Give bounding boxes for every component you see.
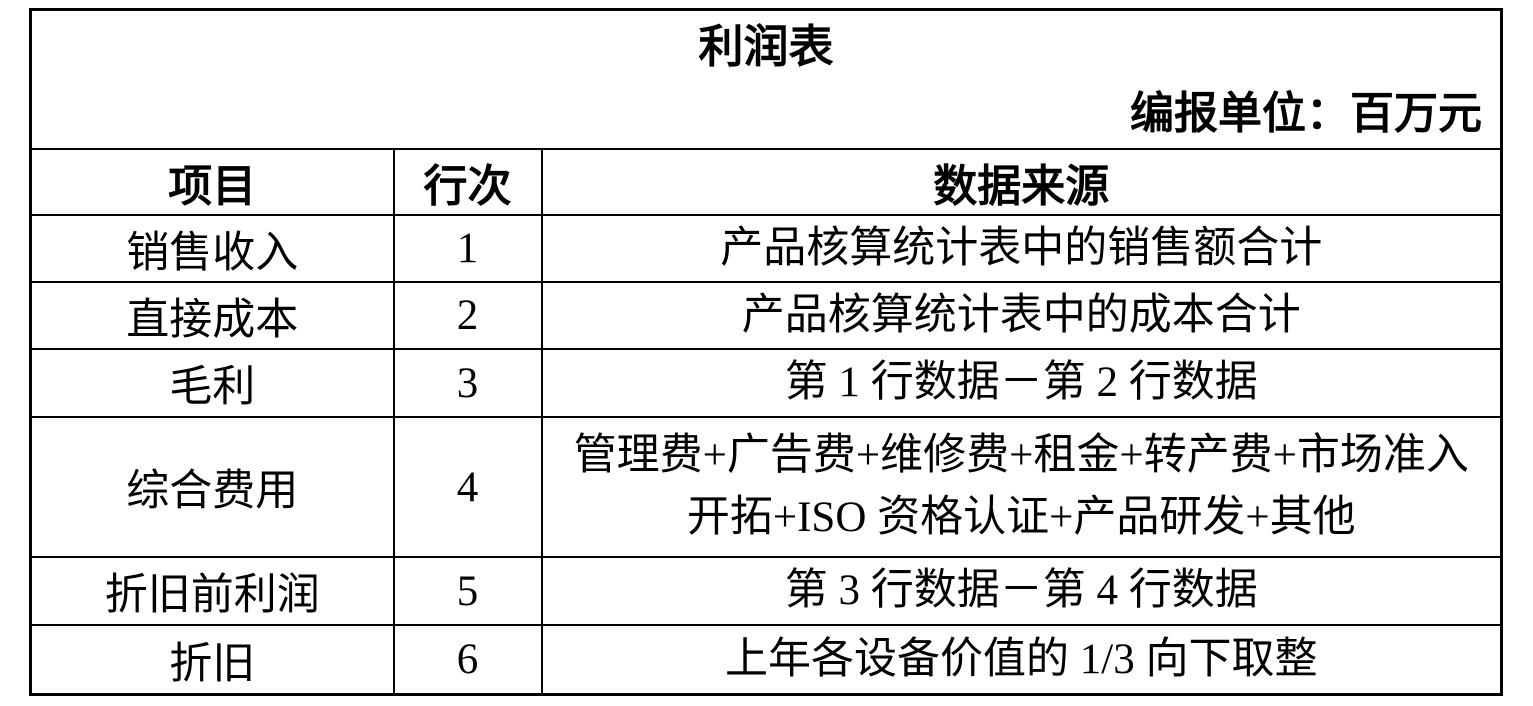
table-row: 综合费用 4 管理费+广告费+维修费+租金+转产费+市场准入 开拓+ISO 资格… [29,416,1503,558]
column-header-item: 项目 [29,148,395,216]
source-text: 第 1 行数据－第 2 行数据 [784,359,1258,406]
item-cell: 综合费用 [29,416,395,558]
source-cell: 第 1 行数据－第 2 行数据 [540,348,1503,418]
source-text: 产品核算统计表中的成本合计 [741,291,1301,339]
line-no-cell: 2 [392,281,543,350]
source-text: 上年各设备价值的 1/3 向下取整 [725,635,1318,683]
item-cell: 毛利 [29,348,395,418]
line-no-cell: 5 [392,556,543,626]
table-row: 销售收入 1 产品核算统计表中的销售额合计 [29,214,1503,283]
source-cell: 管理费+广告费+维修费+租金+转产费+市场准入 开拓+ISO 资格认证+产品研发… [540,416,1503,558]
column-header-line-no: 行次 [392,148,543,216]
source-cell: 上年各设备价值的 1/3 向下取整 [540,624,1503,696]
item-cell: 销售收入 [29,214,395,283]
table-row: 直接成本 2 产品核算统计表中的成本合计 [29,281,1503,350]
table-row: 毛利 3 第 1 行数据－第 2 行数据 [29,348,1503,418]
item-cell: 直接成本 [29,281,395,350]
source-cell: 第 3 行数据－第 4 行数据 [540,556,1503,626]
source-text: 第 3 行数据－第 4 行数据 [784,567,1258,614]
line-no-cell: 6 [392,624,543,696]
source-text: 产品核算统计表中的销售额合计 [720,224,1323,272]
unit-label: 编报单位：百万元 [1130,88,1483,138]
line-no-cell: 4 [392,416,543,558]
column-header-source: 数据来源 [540,148,1503,216]
title-row: 利润表 编报单位：百万元 [29,8,1503,150]
item-cell: 折旧 [29,624,395,696]
item-cell: 折旧前利润 [29,556,395,626]
title-cell: 利润表 编报单位：百万元 [29,8,1503,150]
table-row: 折旧 6 上年各设备价值的 1/3 向下取整 [29,624,1503,696]
table-row: 折旧前利润 5 第 3 行数据－第 4 行数据 [29,556,1503,626]
profit-table: 利润表 编报单位：百万元 项目 行次 数据来源 销售收入 1 产品核算统计表中的… [29,8,1504,696]
header-row: 项目 行次 数据来源 [29,148,1503,216]
source-cell: 产品核算统计表中的成本合计 [540,281,1503,350]
source-text-line-2: 开拓+ISO 资格认证+产品研发+其他 [686,494,1356,541]
source-cell: 产品核算统计表中的销售额合计 [540,214,1503,283]
table-title: 利润表 [698,20,834,72]
line-no-cell: 1 [392,214,543,283]
source-text-line-1: 管理费+广告费+维修费+租金+转产费+市场准入 [573,432,1469,479]
line-no-cell: 3 [392,348,543,418]
